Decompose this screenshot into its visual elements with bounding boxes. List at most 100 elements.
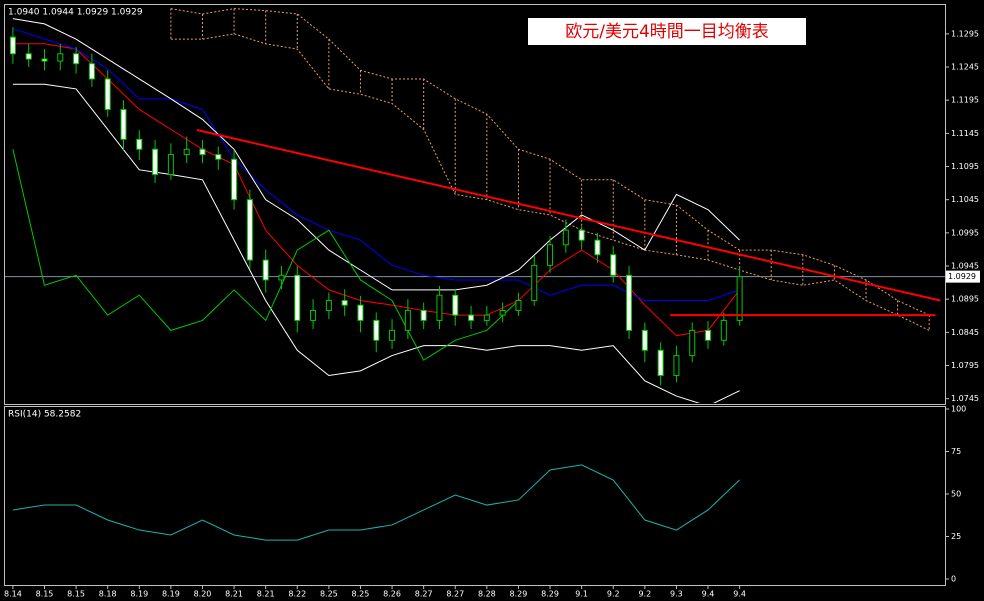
y-tick-label: 1.0795 [951,361,979,370]
x-tick-label: 8.21 [257,590,275,599]
x-tick-label: 8.27 [446,590,464,599]
candle-body [183,148,190,156]
x-tick-label: 8.18 [99,590,117,599]
y-tick-label: 1.0995 [951,228,979,237]
y-tick-label: 1.0895 [951,295,979,304]
y-tick-label: 25 [951,532,961,541]
y-tick-label: 1.0745 [951,394,979,403]
candle-body [325,300,332,311]
x-tick-label: 8.20 [194,590,212,599]
candle-body [641,329,648,351]
candle-body [499,309,506,316]
candle-body [215,154,222,160]
x-tick-label: 8.14 [4,590,22,599]
x-tick-label: 9.2 [638,590,651,599]
candle-body [57,53,64,62]
x-tick-label: 8.19 [162,590,180,599]
y-tick-label: 100 [951,405,966,414]
candle-body [720,319,727,341]
candle-body [373,319,380,341]
candle-body [246,199,253,261]
candle-body [610,254,617,276]
candle-body [167,154,174,175]
chart-title: 欧元/美元4時間一目均衡表 [565,22,769,42]
candle-body [404,309,411,331]
candle-body [562,229,569,246]
candle-body [515,300,522,311]
rsi-line [12,464,740,541]
y-tick-label: 1.1045 [951,195,979,204]
x-tick-label: 9.3 [670,590,683,599]
candle-body [736,276,743,321]
candle-body [341,300,348,306]
x-tick-label: 8.26 [383,590,401,599]
current-price-label: 1.0929 [948,272,976,281]
candle-body [294,274,301,321]
x-tick-label: 8.25 [320,590,338,599]
candle-body [25,53,32,60]
y-tick-label: 1.1295 [951,29,979,38]
candle-body [88,63,95,80]
candle-body [120,108,127,140]
x-tick-label: 8.15 [67,590,85,599]
senkou-span-a [170,8,930,316]
candle-body [657,349,664,376]
x-tick-label: 8.29 [541,590,559,599]
price-panel [4,4,946,405]
candle-body [73,53,80,65]
indicator-line [12,43,741,337]
candle-body [705,329,712,341]
price-plot [5,8,945,403]
candle-body [262,259,269,281]
candle-body [357,304,364,321]
x-tick-label: 8.29 [510,590,528,599]
x-tick-label: 8.21 [225,590,243,599]
candle-body [152,148,159,175]
candle-body [136,138,143,150]
y-tick-label: 1.1245 [951,63,979,72]
candle-body [468,314,475,321]
candle-body [547,244,554,266]
y-tick-label: 1.1145 [951,129,979,138]
candle-body [104,78,111,110]
x-tick-label: 9.1 [575,590,588,599]
rsi-label: RSI(14) 58.2582 [8,410,81,420]
rsi-panel [4,406,946,586]
trend-line [196,129,941,302]
y-tick-label: 1.0945 [951,262,979,271]
x-tick-label: 8.19 [130,590,148,599]
x-tick-label: 8.22 [288,590,306,599]
y-tick-label: 1.0845 [951,328,979,337]
y-tick-label: 0 [951,575,956,584]
candle-body [420,309,427,321]
x-tick-label: 8.15 [36,590,54,599]
candle-body [626,274,633,331]
current-price-box [946,270,980,283]
candle-body [199,148,206,156]
y-tick-label: 50 [951,490,961,499]
x-tick-label: 9.4 [733,590,746,599]
candle-body [41,58,48,62]
senkou-span-b [170,33,930,331]
candle-body [673,355,680,376]
candle-body [689,329,696,357]
title-box [528,18,806,45]
indicator-line [12,149,519,361]
candle-body [278,274,285,281]
candle-body [594,239,601,256]
rsi-plot [12,464,740,541]
indicator-line [12,28,740,302]
candle-body [531,264,538,302]
indicator-line [12,83,740,403]
y-tick-label: 1.1195 [951,96,979,105]
x-tick-label: 9.2 [607,590,620,599]
candle-body [483,314,490,321]
candle-body [231,158,238,201]
indicator-line [12,18,740,291]
ohlc-info: 1.0940 1.0944 1.0929 1.0929 [8,8,143,18]
candle-body [578,229,585,241]
x-tick-label: 8.25 [352,590,370,599]
x-tick-label: 8.28 [478,590,496,599]
